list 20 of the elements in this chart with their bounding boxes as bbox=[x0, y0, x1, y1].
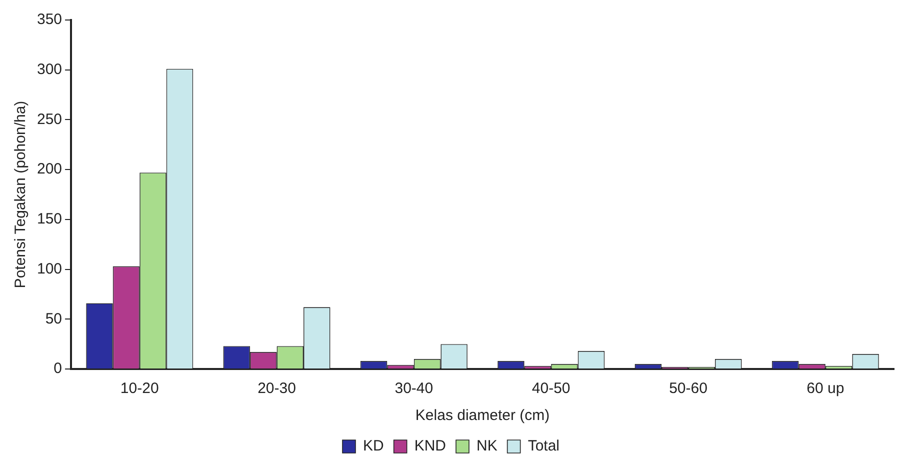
x-tick-label: 10-20 bbox=[120, 380, 159, 398]
legend-label: NK bbox=[476, 438, 498, 455]
y-tick-label: 50 bbox=[45, 310, 62, 328]
x-tick-label: 20-30 bbox=[258, 380, 296, 398]
x-tick-label: 40-50 bbox=[532, 380, 570, 398]
y-axis-title: Potensi Tegakan (pohon/ha) bbox=[12, 100, 30, 288]
y-tick-label: 300 bbox=[36, 61, 62, 78]
y-tick-label: 150 bbox=[36, 210, 62, 228]
y-tick-label: 0 bbox=[54, 360, 62, 378]
legend-label: KD bbox=[362, 438, 384, 455]
x-tick-label: 30-40 bbox=[394, 380, 434, 398]
y-tick-label: 200 bbox=[36, 160, 62, 178]
x-tick-label: 60 up bbox=[806, 380, 844, 398]
x-tick-label: 50-60 bbox=[669, 380, 708, 398]
legend-label: Total bbox=[528, 438, 560, 455]
x-axis-title: Kelas diameter (cm) bbox=[415, 407, 550, 424]
legend-label: KND bbox=[414, 438, 446, 455]
y-tick-label: 350 bbox=[36, 11, 62, 28]
y-tick-label: 100 bbox=[36, 260, 62, 278]
y-tick-label: 250 bbox=[36, 110, 62, 128]
